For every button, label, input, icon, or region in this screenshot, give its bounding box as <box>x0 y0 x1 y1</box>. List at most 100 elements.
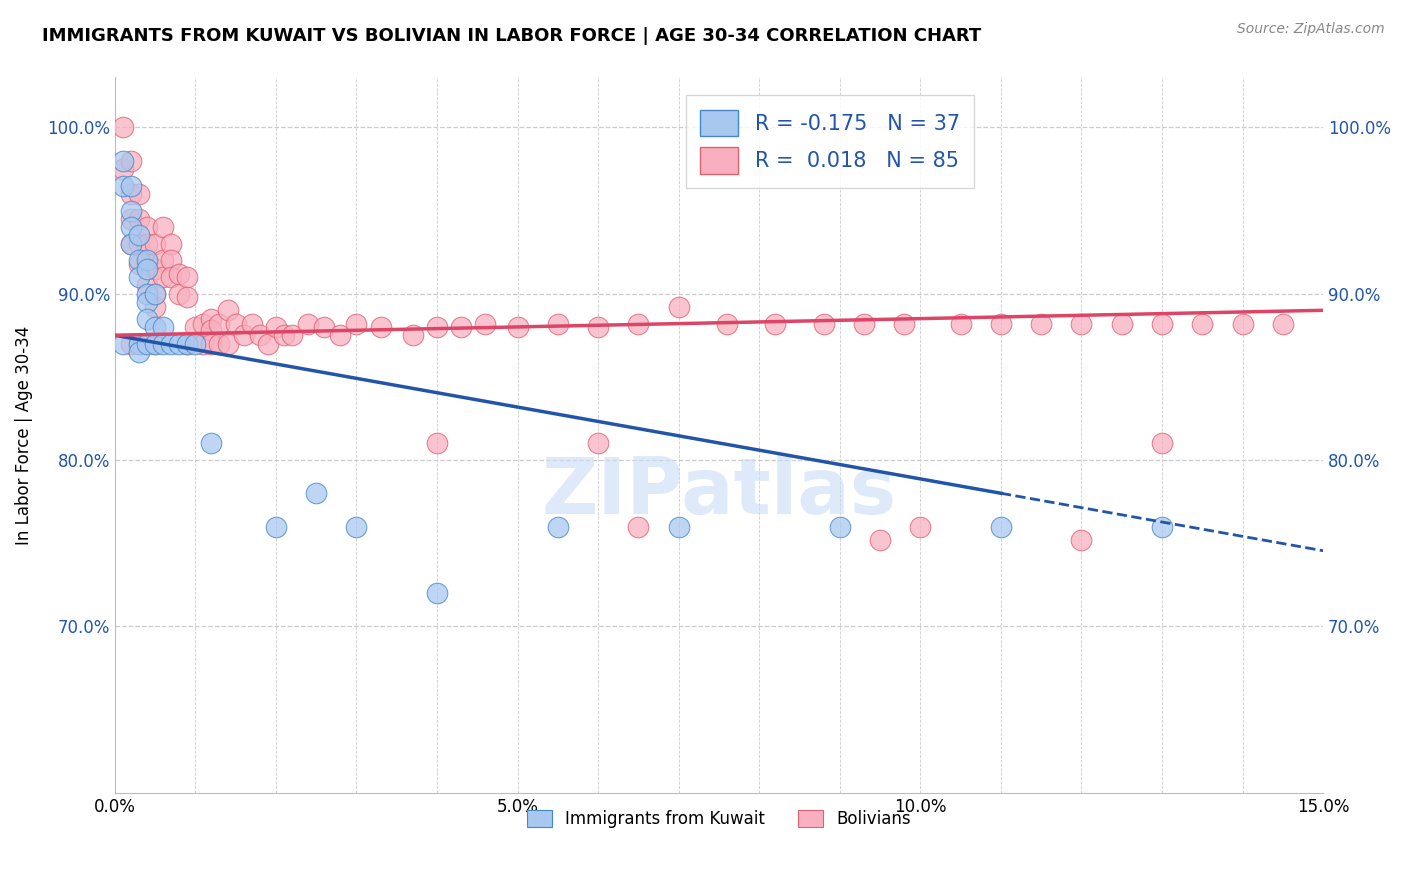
Point <box>329 328 352 343</box>
Point <box>120 153 142 168</box>
Point <box>547 317 569 331</box>
Point <box>111 161 134 176</box>
Point <box>152 336 174 351</box>
Point <box>627 317 650 331</box>
Point <box>136 336 159 351</box>
Point <box>474 317 496 331</box>
Point <box>426 320 449 334</box>
Point <box>152 270 174 285</box>
Point <box>143 286 166 301</box>
Text: IMMIGRANTS FROM KUWAIT VS BOLIVIAN IN LABOR FORCE | AGE 30-34 CORRELATION CHART: IMMIGRANTS FROM KUWAIT VS BOLIVIAN IN LA… <box>42 27 981 45</box>
Point <box>586 436 609 450</box>
Point <box>167 267 190 281</box>
Point <box>1150 317 1173 331</box>
Point <box>120 186 142 201</box>
Point <box>143 336 166 351</box>
Point <box>136 253 159 268</box>
Point <box>1232 317 1254 331</box>
Point <box>152 220 174 235</box>
Point <box>200 311 222 326</box>
Text: ZIPatlas: ZIPatlas <box>541 454 897 530</box>
Point <box>128 344 150 359</box>
Point <box>990 519 1012 533</box>
Point <box>193 317 215 331</box>
Point <box>314 320 336 334</box>
Point <box>120 178 142 193</box>
Point <box>143 300 166 314</box>
Point <box>120 336 142 351</box>
Point <box>143 320 166 334</box>
Point <box>716 317 738 331</box>
Point <box>813 317 835 331</box>
Point <box>160 253 183 268</box>
Point <box>128 228 150 243</box>
Point <box>128 211 150 226</box>
Point <box>240 317 263 331</box>
Point <box>193 336 215 351</box>
Point <box>346 519 368 533</box>
Point <box>1070 533 1092 547</box>
Point <box>208 317 231 331</box>
Point <box>136 261 159 276</box>
Point <box>450 320 472 334</box>
Point <box>1191 317 1213 331</box>
Point <box>1150 436 1173 450</box>
Point <box>281 328 304 343</box>
Point <box>136 278 159 293</box>
Point <box>1070 317 1092 331</box>
Point <box>256 336 278 351</box>
Point <box>120 236 142 251</box>
Point <box>152 253 174 268</box>
Point <box>346 317 368 331</box>
Point <box>1150 519 1173 533</box>
Point <box>136 311 159 326</box>
Point <box>852 317 875 331</box>
Point <box>200 323 222 337</box>
Point <box>176 270 198 285</box>
Y-axis label: In Labor Force | Age 30-34: In Labor Force | Age 30-34 <box>15 326 32 545</box>
Point <box>176 336 198 351</box>
Point <box>668 519 690 533</box>
Point <box>111 336 134 351</box>
Point <box>208 336 231 351</box>
Point <box>160 270 183 285</box>
Point <box>869 533 891 547</box>
Point <box>949 317 972 331</box>
Point <box>627 519 650 533</box>
Point <box>128 257 150 271</box>
Point <box>143 336 166 351</box>
Point <box>506 320 529 334</box>
Point <box>128 270 150 285</box>
Point <box>763 317 786 331</box>
Point <box>184 320 207 334</box>
Point <box>893 317 915 331</box>
Point <box>120 220 142 235</box>
Point <box>217 336 239 351</box>
Point <box>1111 317 1133 331</box>
Point <box>136 236 159 251</box>
Point <box>152 320 174 334</box>
Point <box>176 336 198 351</box>
Point <box>200 436 222 450</box>
Point <box>426 586 449 600</box>
Point <box>136 286 159 301</box>
Point <box>668 300 690 314</box>
Point <box>547 519 569 533</box>
Point <box>111 153 134 168</box>
Point <box>128 236 150 251</box>
Point <box>176 290 198 304</box>
Point <box>1271 317 1294 331</box>
Point <box>120 203 142 218</box>
Point <box>128 253 150 268</box>
Point <box>402 328 425 343</box>
Point <box>143 286 166 301</box>
Point <box>264 519 287 533</box>
Point <box>370 320 392 334</box>
Point <box>128 336 150 351</box>
Point <box>167 336 190 351</box>
Point <box>305 486 328 500</box>
Point <box>586 320 609 334</box>
Point <box>111 178 134 193</box>
Point <box>990 317 1012 331</box>
Point <box>264 320 287 334</box>
